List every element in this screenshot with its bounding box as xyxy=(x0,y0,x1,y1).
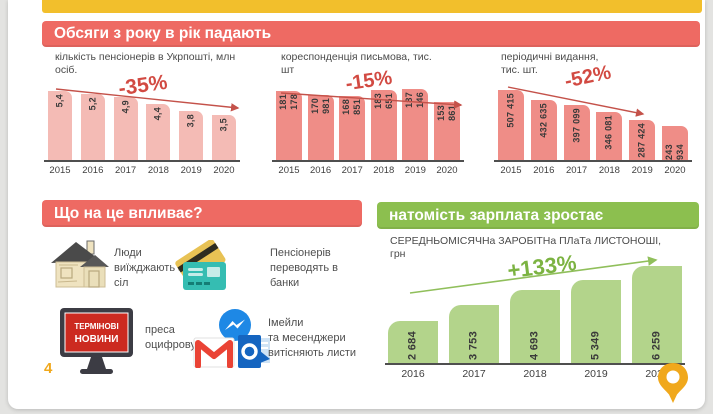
bar: 153 861 xyxy=(433,102,460,160)
bar-value-label: 3,8 xyxy=(185,114,196,128)
bar: 397 099 xyxy=(563,105,590,160)
axis-year-label: 2018 xyxy=(373,165,395,176)
axis-year-label: 2015 xyxy=(500,165,522,176)
bar-value-label: 6 259 xyxy=(650,330,663,360)
bar-value-label: 170 981 xyxy=(309,98,331,114)
axis-year-label: 2020 xyxy=(436,165,458,176)
bar-value-label: 4,9 xyxy=(120,100,131,114)
bar-value-label: 432 635 xyxy=(538,103,549,138)
bar: 346 081 xyxy=(596,112,623,160)
bar: 507 415 xyxy=(498,90,524,160)
bar: 5 349 xyxy=(571,280,621,363)
page-number: 4 xyxy=(44,360,53,377)
influence-note: Імейли та месенджери витісняють листи xyxy=(268,317,357,360)
bar-value-label: 187 146 xyxy=(404,92,426,108)
tv-news-icon: ТЕРМІНОВІ НОВИНИ xyxy=(60,308,133,374)
bar: 3,8 xyxy=(179,111,204,160)
influence-note: Пенсіонерів переводять в банки xyxy=(270,247,338,290)
axis-year-label: 2019 xyxy=(404,165,426,176)
axis-year-label: 2015 xyxy=(49,165,71,176)
chart-salary: 2 684 3 753 4 693 5 349 6 259 2016 2017 2018 201… xyxy=(385,260,685,380)
axis-year-label: 2020 xyxy=(213,165,235,176)
bar: 2 684 xyxy=(388,321,438,363)
salary-banner: натомість зарплата зростає xyxy=(377,202,699,229)
chart-periodicals: 507 415 432 635 397 099 346 081 287 424 243 9… xyxy=(494,86,692,176)
axis-year-label: 2015 xyxy=(278,165,300,176)
house-icon xyxy=(51,240,109,288)
page-title-banner: Обсяги з року в рік падають xyxy=(42,21,700,47)
bar-value-label: 5 349 xyxy=(589,330,602,360)
bar-value-label: 183 651 xyxy=(372,93,394,109)
bar-value-label: 3,5 xyxy=(218,118,229,132)
bar: 170 981 xyxy=(307,95,334,160)
bar-value-label: 4,4 xyxy=(152,107,163,121)
bar-value-label: 168 851 xyxy=(341,99,363,115)
bar: 243 934 xyxy=(661,126,688,160)
bar: 287 424 xyxy=(629,120,656,160)
axis-year-label: 2016 xyxy=(310,165,332,176)
bank-cards-icon xyxy=(175,240,226,290)
bar: 432 635 xyxy=(530,100,557,160)
bar: 4,4 xyxy=(146,104,171,160)
chart-title-periodicals: періодичні видання, тис. шт. xyxy=(501,51,599,77)
axis-year-label: 2016 xyxy=(82,165,104,176)
chart-letters: 181 178 170 981 168 851 183 651 187 146 153 8… xyxy=(272,86,464,176)
axis-year-label: 2019 xyxy=(631,165,653,176)
bar-value-label: 4 693 xyxy=(528,330,541,360)
bar: 168 851 xyxy=(339,96,366,160)
axis-year-label: 2020 xyxy=(664,165,686,176)
gmail-icon xyxy=(193,337,235,368)
axis-year-label: 2018 xyxy=(523,368,547,380)
bar: 4,9 xyxy=(113,97,138,160)
axis-year-label: 2019 xyxy=(584,368,608,380)
axis-year-label: 2017 xyxy=(341,165,363,176)
bar: 5,4 xyxy=(48,91,72,160)
bar: 3,5 xyxy=(211,115,236,160)
bar-value-label: 507 415 xyxy=(505,93,516,128)
page-title: Обсяги з року в рік падають xyxy=(54,25,272,42)
bar-value-label: 5,2 xyxy=(87,97,98,111)
top-accent-bar xyxy=(42,0,702,13)
influences-banner: Що на це впливає? xyxy=(42,200,362,227)
chart-title-letters: кореспонденція письмова, тис. шт xyxy=(281,51,432,77)
chart-title-salary: СЕРЕДНЬОМІСЯЧНа ЗАРОБІТНа ПЛаТа ЛИСТОНОШ… xyxy=(390,235,662,261)
axis-year-label: 2017 xyxy=(462,368,486,380)
bar-value-label: 2 684 xyxy=(406,330,419,360)
bar-value-label: 346 081 xyxy=(603,115,614,150)
axis-year-label: 2016 xyxy=(401,368,425,380)
location-pin-icon xyxy=(658,363,688,403)
axis-year-label: 2019 xyxy=(180,165,202,176)
axis-year-label: 2016 xyxy=(533,165,555,176)
bar-value-label: 181 178 xyxy=(278,94,299,110)
bar-value-label: 153 861 xyxy=(436,105,457,121)
bar-value-label: 397 099 xyxy=(571,108,582,143)
salary-title: натомість зарплата зростає xyxy=(389,206,604,224)
bar: 4 693 xyxy=(510,290,560,363)
chart-title-pensioners: кількість пенсіонерів в Укрпошті, млн ос… xyxy=(55,51,236,77)
bar: 183 651 xyxy=(370,90,397,160)
chart-pensioners: 5,4 5,2 4,9 4,4 3,8 3,5 2015 2016 2017 2018 2019 20… xyxy=(44,86,240,176)
bar-value-label: 3 753 xyxy=(467,330,480,360)
influences-title: Що на це впливає? xyxy=(54,204,203,222)
bar-value-label: 243 934 xyxy=(664,144,685,160)
bar: 187 146 xyxy=(402,89,429,160)
axis-year-label: 2017 xyxy=(566,165,588,176)
axis-year-label: 2018 xyxy=(147,165,169,176)
axis-year-label: 2017 xyxy=(115,165,137,176)
outlook-icon xyxy=(238,335,270,368)
bar: 181 178 xyxy=(276,91,302,160)
bar-value-label: 5,4 xyxy=(54,94,65,108)
bar: 3 753 xyxy=(449,305,499,363)
axis-year-label: 2018 xyxy=(598,165,620,176)
tv-headline-line1: ТЕРМІНОВІ xyxy=(74,322,118,331)
bar-value-label: 287 424 xyxy=(636,123,647,158)
bar: 6 259 xyxy=(632,266,682,363)
tv-headline-line2: НОВИНИ xyxy=(75,334,119,345)
messenger-icon xyxy=(219,309,251,341)
